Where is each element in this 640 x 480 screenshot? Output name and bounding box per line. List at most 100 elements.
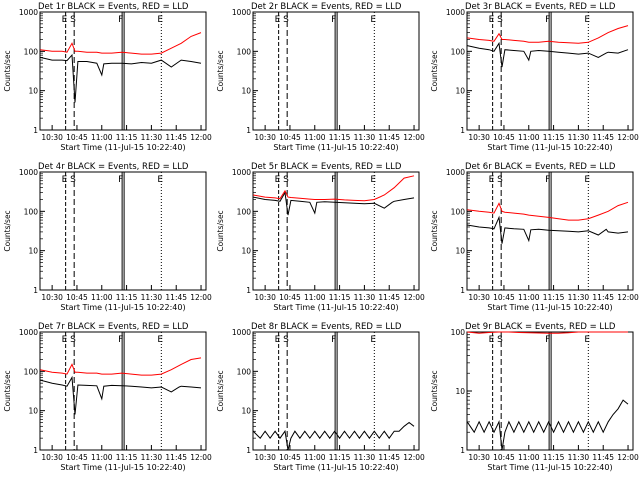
marker-label: F	[118, 175, 123, 185]
marker-label: E	[584, 175, 590, 185]
marker-label: E	[62, 335, 68, 345]
marker-label: E	[157, 15, 163, 25]
x-tick-label: 11:15	[542, 133, 564, 142]
y-axis-label: Counts/sec	[216, 210, 225, 251]
plot-frame	[252, 331, 420, 451]
y-tick-label: 10	[455, 247, 465, 256]
x-tick-label: 11:15	[116, 133, 138, 142]
marker-label: E	[62, 175, 68, 185]
x-tick-label: 10:30	[468, 133, 490, 142]
y-axis-label: Counts/sec	[3, 370, 12, 411]
panel-9: Det 9r BLACK = Events, RED = LLD 1 10 100 10…	[430, 322, 639, 472]
panel-6: Det 6r BLACK = Events, RED = LLD 1 10 100 10…	[430, 162, 639, 312]
y-tick-label: 10	[28, 407, 38, 416]
x-tick-label: 10:45	[493, 133, 515, 142]
y-tick-label: 1000	[19, 328, 38, 337]
marker-label: F	[118, 15, 123, 25]
x-tick-label: 12:00	[617, 453, 639, 462]
x-tick-label: 10:45	[493, 453, 515, 462]
plot-frame	[39, 11, 207, 131]
x-tick-label: 10:45	[493, 293, 515, 302]
x-tick-label: 11:30	[567, 453, 589, 462]
y-tick-label: 1	[33, 126, 38, 135]
x-tick-label: 11:15	[116, 293, 138, 302]
x-tick-label: 10:45	[66, 293, 88, 302]
series-events-line	[253, 191, 415, 216]
x-tick-label: 11:30	[354, 293, 376, 302]
series-events-line	[40, 375, 202, 415]
x-tick-label: 10:30	[468, 293, 490, 302]
series-lld-line	[40, 357, 202, 376]
plot-frame	[466, 331, 634, 451]
x-tick-label: 11:15	[329, 133, 351, 142]
x-tick-label: 12:00	[404, 133, 426, 142]
plot-frame	[39, 171, 207, 291]
y-tick-label: 1	[33, 286, 38, 295]
marker-label: S	[497, 335, 503, 345]
marker-label: E	[157, 175, 163, 185]
series-events-line	[40, 53, 202, 103]
y-tick-label: 100	[24, 367, 39, 376]
x-tick-label: 12:00	[190, 453, 212, 462]
panel-4: Det 4r BLACK = Events, RED = LLD 1 10 100 10…	[3, 162, 212, 312]
y-tick-label: 1000	[232, 8, 251, 17]
x-axis-label: Start Time (11-Jul-15 10:22:40)	[487, 303, 612, 312]
y-axis-label: Counts/sec	[216, 50, 225, 91]
x-tick-label: 12:00	[404, 293, 426, 302]
marker-label: S	[283, 175, 289, 185]
series-events-line	[466, 215, 628, 244]
series-events-line	[466, 41, 628, 68]
x-tick-label: 11:00	[518, 453, 540, 462]
x-tick-label: 11:15	[329, 453, 351, 462]
marker-label: S	[497, 175, 503, 185]
y-axis-label: Counts/sec	[430, 370, 439, 411]
x-tick-label: 11:30	[141, 453, 163, 462]
y-tick-label: 100	[237, 207, 252, 216]
y-tick-label: 10	[455, 87, 465, 96]
y-axis-label: Counts/sec	[430, 210, 439, 251]
x-tick-label: 10:30	[41, 293, 63, 302]
x-tick-label: 11:15	[329, 293, 351, 302]
marker-label: E	[275, 15, 281, 25]
y-tick-label: 10	[242, 247, 252, 256]
y-tick-label: 1	[33, 446, 38, 455]
x-tick-label: 12:00	[617, 133, 639, 142]
x-tick-label: 10:30	[255, 293, 277, 302]
y-tick-label: 1000	[446, 168, 465, 177]
series-lld-line	[253, 175, 415, 202]
marker-label: F	[118, 335, 123, 345]
x-axis-label: Start Time (11-Jul-15 10:22:40)	[274, 463, 399, 472]
marker-label: E	[371, 15, 377, 25]
x-tick-label: 11:45	[592, 133, 614, 142]
y-tick-label: 100	[24, 207, 39, 216]
x-tick-label: 11:15	[116, 453, 138, 462]
y-axis-label: Counts/sec	[3, 50, 12, 91]
panel-title: Det 9r BLACK = Events, RED = LLD	[465, 322, 616, 332]
plot-frame	[466, 171, 634, 291]
marker-label: F	[545, 15, 550, 25]
marker-label: S	[283, 335, 289, 345]
y-tick-label: 100	[24, 47, 39, 56]
marker-label: E	[584, 15, 590, 25]
x-tick-label: 11:30	[354, 453, 376, 462]
x-axis-label: Start Time (11-Jul-15 10:22:40)	[487, 463, 612, 472]
y-tick-label: 1	[460, 286, 465, 295]
y-tick-label: 1000	[19, 8, 38, 17]
x-tick-label: 11:00	[304, 293, 326, 302]
y-tick-label: 1000	[19, 168, 38, 177]
x-tick-label: 11:15	[542, 453, 564, 462]
marker-label: E	[275, 335, 281, 345]
x-tick-label: 12:00	[190, 293, 212, 302]
plot-frame	[252, 171, 420, 291]
x-axis-label: Start Time (11-Jul-15 10:22:40)	[274, 303, 399, 312]
x-tick-label: 11:45	[379, 453, 401, 462]
x-tick-label: 10:45	[279, 133, 301, 142]
series-lld-line	[466, 201, 628, 221]
x-tick-label: 11:30	[567, 293, 589, 302]
x-tick-label: 11:45	[379, 293, 401, 302]
marker-label: F	[331, 335, 336, 345]
marker-label: E	[488, 15, 494, 25]
marker-label: E	[371, 335, 377, 345]
x-axis-label: Start Time (11-Jul-15 10:22:40)	[274, 143, 399, 152]
